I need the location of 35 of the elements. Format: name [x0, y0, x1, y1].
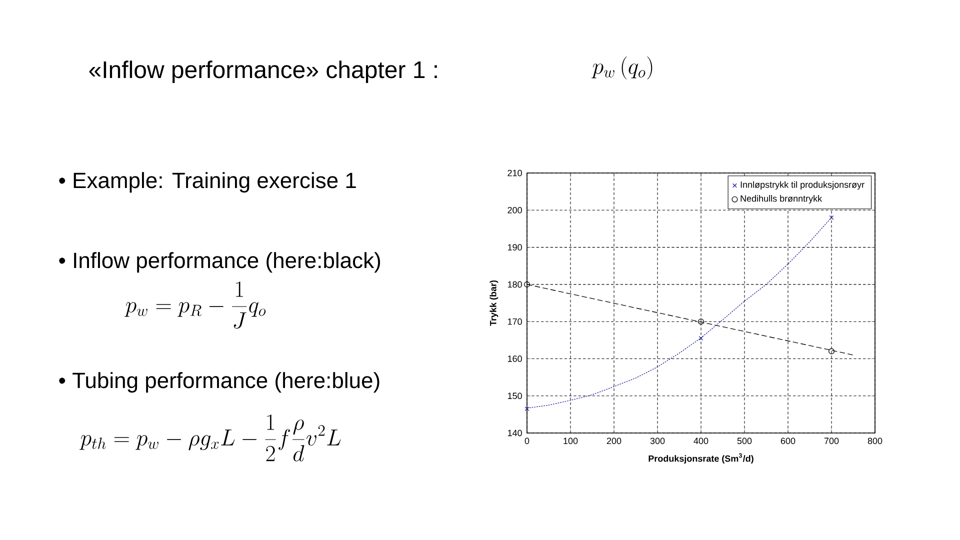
y-tick-label: 150 [508, 392, 522, 400]
text: • Example: Training exercise 1 [59, 172, 356, 193]
x-tick-label: 100 [564, 438, 578, 444]
x-axis-title: Produksjonsrate (Sm$^{3}$/d) [648, 453, 754, 464]
y-tick-label: 210 [508, 170, 522, 176]
text: «Inflow performance» chapter 1 : [89, 60, 437, 83]
y-tick-label: 180 [508, 281, 522, 288]
point [524, 281, 530, 288]
text: • Inflow performance (here:black) [59, 252, 380, 273]
point [698, 318, 704, 325]
point [829, 215, 834, 220]
x-tick-label: 0 [524, 438, 530, 444]
text: • Tubing performance (here:blue) [59, 372, 380, 393]
y-tick-label: 140 [508, 430, 522, 436]
point [698, 336, 704, 341]
line-series [527, 217, 832, 408]
point [524, 406, 530, 412]
point [828, 348, 835, 354]
y-tick-label: 200 [508, 206, 522, 214]
y-tick-label: 170 [508, 318, 522, 325]
y-tick-label: 160 [508, 356, 522, 362]
y-tick-label: 190 [508, 244, 522, 250]
x-tick-label: 800 [868, 438, 882, 444]
x-tick-label: 200 [606, 438, 622, 444]
x-tick-label: 700 [824, 438, 839, 444]
legend-label: Nedihulls brønntrykk [740, 195, 822, 204]
x-tick-label: 600 [780, 438, 796, 444]
x-tick-label: 300 [650, 438, 665, 444]
y-axis-title: Trykk (bar) [490, 280, 498, 326]
x-tick-label: 500 [737, 438, 752, 444]
text: $p_w\left(q_o\right)$ [592, 56, 652, 80]
text: $p_{th} = p_w - \rho g_x L - \frac{1}{2} f \frac{\rho}{d} v^2 L$ [80, 414, 341, 462]
text: $p_w = p_R - \frac{1}{J} q_o$ [124, 282, 266, 329]
x-tick-label: 400 [694, 438, 708, 444]
legend-label: Innløpstrykk til produksjonsrøyr [740, 181, 864, 190]
